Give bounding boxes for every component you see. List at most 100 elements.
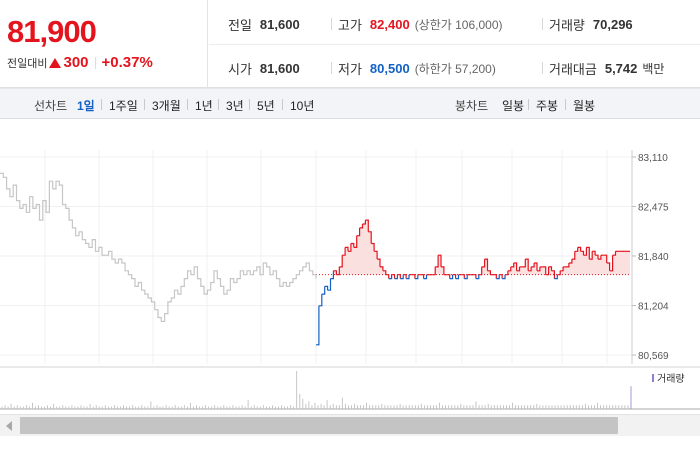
candle-daily[interactable]: 일봉	[502, 99, 525, 113]
today-line-segment	[589, 251, 593, 260]
divider	[218, 99, 219, 110]
today-line-segment	[603, 254, 608, 263]
stat-value: 81,600	[259, 61, 300, 76]
candle-chart-label: 봉차트	[455, 99, 489, 113]
today-line-segment	[595, 254, 599, 260]
today-line-segment	[525, 258, 529, 271]
today-line-segment	[487, 270, 491, 275]
today-line-segment	[542, 266, 547, 275]
today-line-segment	[598, 255, 602, 260]
stat-label: 고가	[338, 18, 362, 33]
y-axis: 83,110 82,475 81,840 81,204 80,569	[631, 150, 669, 364]
divider	[331, 62, 332, 74]
today-line-segment	[531, 263, 535, 268]
period-3y[interactable]: 3년	[226, 99, 244, 113]
scroll-left-arrow-icon[interactable]	[6, 421, 12, 431]
period-1y[interactable]: 1년	[195, 99, 213, 113]
divider	[528, 99, 529, 110]
today-line-segment	[324, 285, 329, 291]
today-line-segment	[612, 251, 617, 256]
divider	[542, 18, 543, 30]
today-line-segment	[484, 258, 489, 271]
today-line-segment	[420, 274, 425, 279]
today-line-segment	[577, 246, 582, 252]
today-line-segment	[461, 274, 465, 279]
today-line-segment	[382, 270, 387, 275]
today-line-segment	[571, 251, 576, 260]
period-5y[interactable]: 5년	[257, 99, 275, 113]
today-line-segment	[400, 274, 404, 280]
today-line-segment	[548, 266, 553, 271]
today-line-segment	[374, 250, 378, 260]
today-line-segment	[411, 274, 416, 279]
today-line-segment	[574, 247, 579, 252]
today-line-segment	[348, 243, 352, 252]
today-line-segment	[362, 220, 366, 225]
today-line-segment	[560, 266, 564, 272]
today-line-segment	[446, 274, 451, 279]
period-10y[interactable]: 10년	[290, 99, 315, 113]
divider	[94, 56, 96, 69]
today-line-segment	[350, 242, 355, 248]
today-line-segment	[356, 227, 361, 237]
stat-label: 전일	[228, 18, 252, 33]
today-line-segment	[537, 266, 541, 272]
today-line-segment	[481, 259, 486, 268]
today-line-segment	[391, 274, 396, 279]
chart-scrollbar[interactable]	[0, 414, 700, 436]
today-line-segment	[345, 246, 349, 252]
today-line-segment	[545, 266, 550, 276]
stat-value: 5,742	[604, 61, 638, 76]
stat-value: 80,500	[369, 61, 410, 76]
divider	[187, 99, 188, 110]
period-1w[interactable]: 1주일	[109, 99, 138, 113]
today-line-segment	[342, 247, 346, 256]
today-line-segment	[403, 274, 407, 279]
change-label: 전일대비	[7, 57, 48, 70]
line-chart-label: 선차트	[34, 99, 68, 113]
period-3m[interactable]: 3개월	[152, 99, 181, 113]
divider	[209, 44, 700, 45]
change-amount: 300	[63, 54, 89, 71]
divider	[331, 18, 332, 30]
today-line-segment	[528, 266, 532, 272]
today-line-segment	[385, 274, 390, 279]
today-line-segment	[380, 266, 384, 271]
candle-monthly[interactable]: 월봉	[573, 99, 596, 113]
today-line-segment	[397, 274, 401, 279]
today-line-segment	[475, 274, 480, 280]
candle-weekly[interactable]: 주봉	[536, 99, 559, 113]
today-line-segment	[551, 270, 555, 279]
volume-panel: 거래량	[0, 366, 700, 410]
today-line-segment	[510, 263, 515, 268]
today-line-segment	[432, 266, 436, 276]
stat-sub: (하한가 57,200)	[414, 62, 496, 76]
stat-label: 시가	[228, 62, 252, 77]
today-line-segment	[522, 259, 526, 268]
stat-open: 시가 81,600	[228, 59, 300, 78]
today-line-segment	[583, 247, 587, 256]
price-chart[interactable]: 83,110 82,475 81,840 81,204 80,569 거래량	[0, 120, 700, 414]
today-line-segment	[441, 266, 445, 275]
today-line-segment	[496, 274, 500, 280]
price-change: 전일대비 300 +0.37%	[7, 54, 153, 71]
change-percent: +0.37%	[101, 54, 153, 71]
scrollbar-thumb[interactable]	[20, 417, 618, 434]
stat-prev-close: 전일 81,600	[228, 15, 300, 34]
divider	[101, 99, 102, 110]
stat-volume: 거래량 70,296	[549, 15, 633, 34]
today-line-segment	[505, 270, 509, 276]
today-line-segment	[394, 274, 398, 280]
today-line-segment	[580, 250, 585, 256]
today-line-segment	[449, 274, 454, 280]
volume-legend-swatch	[652, 374, 654, 382]
price-lines	[0, 172, 630, 346]
today-line-segment	[368, 231, 372, 244]
today-line-segment	[377, 258, 381, 267]
today-line-segment	[423, 274, 428, 280]
divider	[249, 99, 250, 110]
today-line-segment	[455, 274, 460, 280]
period-1d[interactable]: 1일	[77, 99, 95, 113]
price-summary: 81,900 전일대비 300 +0.37%	[0, 0, 208, 88]
chart-grid	[0, 150, 632, 364]
